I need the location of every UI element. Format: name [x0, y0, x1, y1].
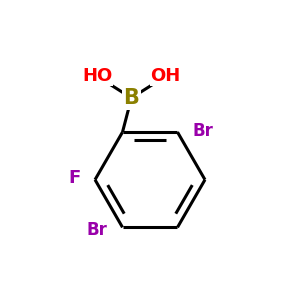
Text: OH: OH [151, 67, 181, 85]
Text: HO: HO [82, 67, 112, 85]
Text: Br: Br [192, 122, 213, 140]
Text: B: B [124, 88, 140, 108]
Text: F: F [69, 169, 81, 187]
Text: Br: Br [87, 221, 108, 239]
